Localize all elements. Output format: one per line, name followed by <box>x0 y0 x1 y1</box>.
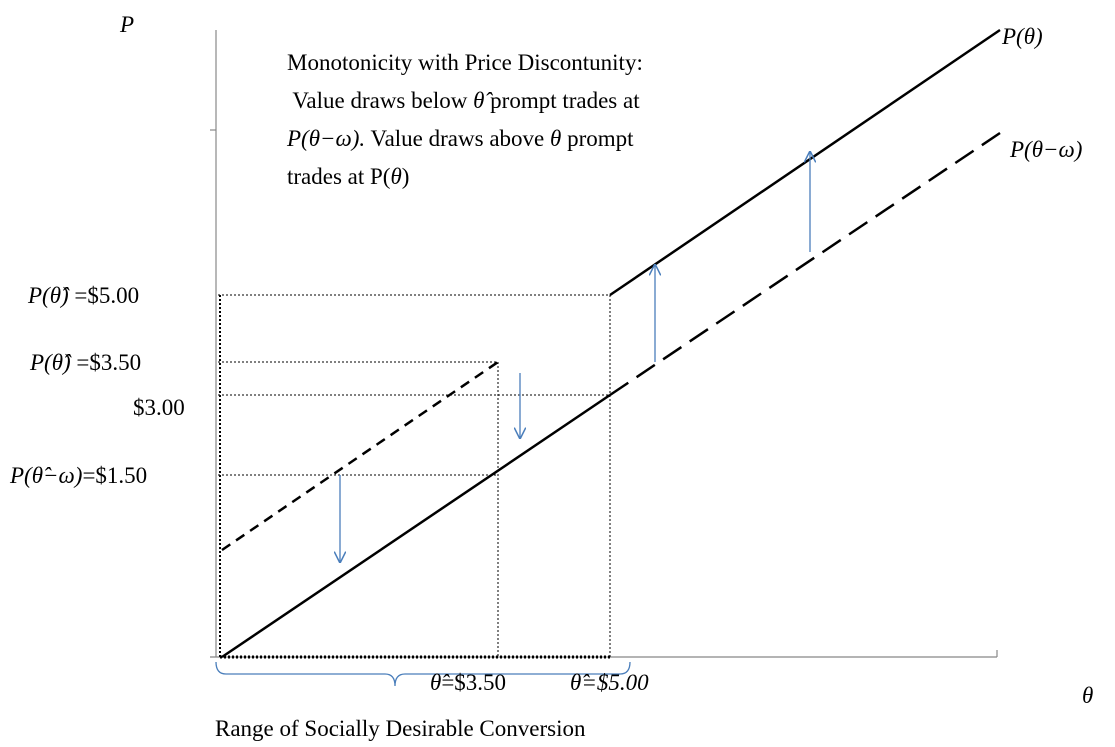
text: prompt trades at <box>484 88 640 113</box>
traded-lower-line <box>221 393 611 659</box>
text: Value draws below <box>287 88 473 113</box>
y-axis-label: P <box>119 12 134 37</box>
text: =$1.50 <box>82 463 147 488</box>
text: =$5.00 <box>69 283 139 308</box>
text: P(θ̂) <box>27 283 70 308</box>
text: P(θ̂) <box>29 350 72 375</box>
upper-line <box>609 28 1001 297</box>
x-label: θ̂=$3.50 <box>430 670 506 695</box>
y-label: P(θ̂−ω)=$1.50 <box>9 463 147 488</box>
text: P(θ̂−ω) <box>9 463 82 488</box>
text: =$5.00 <box>581 670 649 695</box>
annotation-line: Value draws below θ̂ prompt trades at <box>287 88 640 113</box>
upper-line-dashed <box>221 360 499 552</box>
x-label: θ̂=$5.00 <box>570 670 649 695</box>
text: trades at P( <box>287 164 390 189</box>
text: ) <box>402 164 410 189</box>
y-label: P(θ̂) =$3.50 <box>29 350 141 375</box>
brace <box>215 661 631 687</box>
guides <box>218 294 611 659</box>
x-axis-label: θ <box>1082 683 1093 708</box>
text: =$3.50 <box>71 350 141 375</box>
annotation-line: trades at P(θ) <box>287 164 409 189</box>
y-label: P(θ̂) =$5.00 <box>27 283 139 308</box>
y-label: $3.00 <box>133 395 185 420</box>
curve-label: P(θ−ω) <box>1009 137 1082 162</box>
text: Value draws above <box>365 126 550 151</box>
text: P(θ−ω). <box>286 126 365 151</box>
text: =$3.50 <box>441 670 506 695</box>
text: prompt <box>561 126 634 151</box>
annotation-line: P(θ−ω). Value draws above θ prompt <box>286 126 634 151</box>
annotation-line: Monotonicity with Price Discontunity: <box>287 50 643 75</box>
lower-line-dashed <box>609 131 1001 397</box>
brace-label: Range of Socially Desirable Conversion <box>215 716 586 741</box>
text: θ <box>390 164 401 189</box>
curve-label: P(θ) <box>1001 24 1043 49</box>
text: θ <box>550 126 561 151</box>
